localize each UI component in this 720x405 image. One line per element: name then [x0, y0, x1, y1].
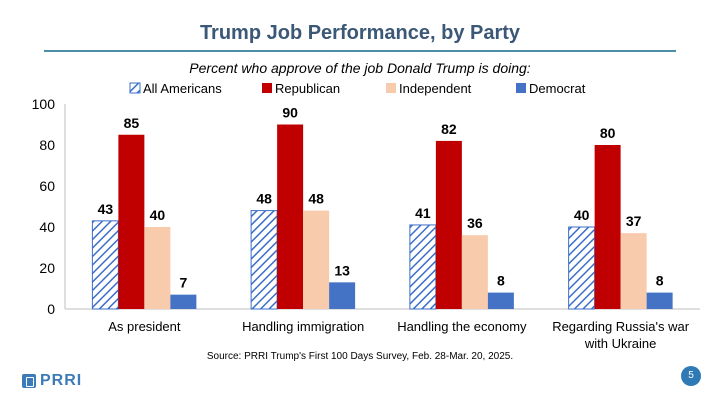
bar	[303, 210, 330, 309]
data-label: 8	[656, 273, 664, 289]
data-label: 48	[256, 191, 272, 207]
y-tick-label: 100	[32, 96, 56, 112]
slide-title: Trump Job Performance, by Party	[199, 22, 521, 44]
bar	[487, 292, 514, 309]
legend-label: Republican	[275, 81, 340, 96]
legend-label: Independent	[399, 81, 472, 96]
x-tick-label: Handling the economy	[397, 319, 527, 334]
logo-icon	[22, 374, 36, 388]
data-label: 8	[497, 273, 505, 289]
data-label: 36	[467, 215, 483, 231]
x-tick-label: with Ukraine	[584, 336, 657, 350]
bar	[568, 226, 596, 310]
data-label: 48	[308, 191, 324, 207]
data-label: 41	[415, 205, 431, 221]
bar	[91, 220, 119, 310]
page-number: 5	[681, 366, 701, 386]
data-label: 7	[179, 275, 187, 291]
y-tick-label: 80	[39, 137, 55, 153]
bar	[329, 282, 356, 309]
x-tick-label: Handling immigration	[242, 319, 364, 334]
legend-swatch	[386, 83, 396, 93]
y-tick-label: 20	[39, 260, 55, 276]
bar	[646, 292, 673, 309]
data-label: 13	[334, 262, 350, 278]
data-label: 40	[150, 207, 166, 223]
x-tick-label: Regarding Russia's war	[552, 319, 690, 334]
data-label: 37	[626, 213, 642, 229]
legend-swatch	[516, 83, 526, 93]
bar	[409, 224, 437, 310]
data-label: 82	[441, 121, 457, 137]
title-divider	[44, 50, 676, 52]
bar	[250, 210, 278, 310]
y-tick-label: 40	[39, 219, 55, 235]
legend-label: Democrat	[529, 81, 586, 96]
bar	[170, 294, 197, 309]
data-label: 43	[98, 201, 114, 217]
bar	[461, 235, 488, 309]
bar	[144, 227, 171, 309]
y-tick-label: 0	[47, 301, 55, 317]
bar	[435, 140, 462, 309]
logo-text: PRRI	[40, 372, 83, 389]
bar	[277, 124, 304, 309]
bar	[620, 233, 647, 309]
chart-title: Percent who approve of the job Donald Tr…	[189, 60, 531, 76]
data-label: 80	[600, 125, 616, 141]
bar-chart: 0 20 40 60 80 100 43 85 40 7 As president 48 90 48 13 H…	[32, 81, 700, 350]
data-label: 90	[282, 105, 298, 121]
prri-logo: PRRI	[22, 372, 82, 390]
x-tick-label: As president	[108, 319, 181, 334]
source-note: Source: PRRI Trump's First 100 Days Surv…	[206, 351, 514, 362]
bar	[594, 145, 621, 309]
data-label: 40	[574, 207, 590, 223]
y-tick-label: 60	[39, 178, 55, 194]
data-label: 85	[124, 115, 140, 131]
legend-swatch	[129, 82, 141, 94]
bar	[118, 134, 145, 309]
legend-label: All Americans	[143, 81, 222, 96]
legend-swatch	[262, 83, 272, 93]
